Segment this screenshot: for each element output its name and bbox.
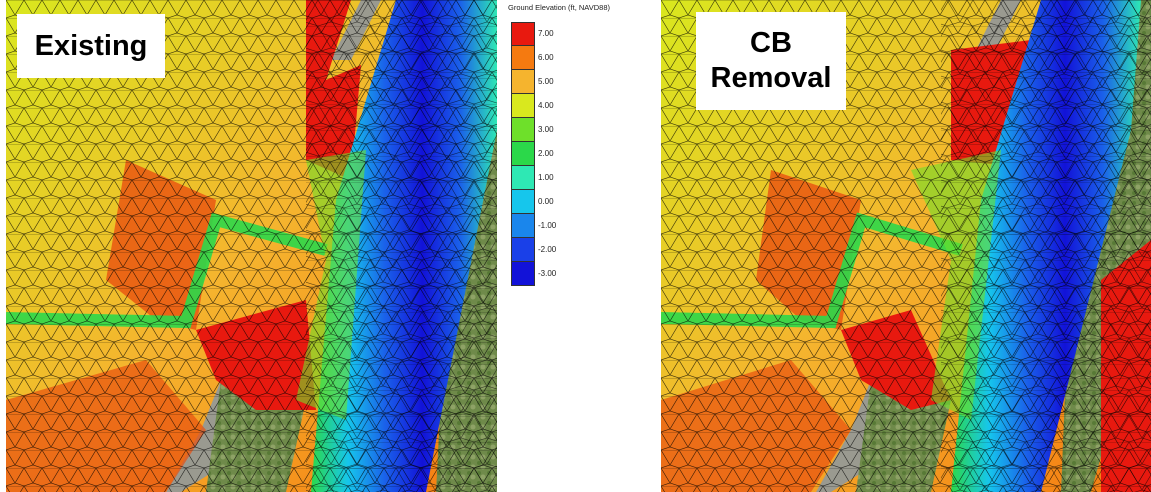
- legend-label: -2.00: [538, 245, 557, 254]
- mesh-grid-coarse: [306, 0, 497, 492]
- legend-swatch: [512, 94, 534, 118]
- legend-swatch: [512, 262, 534, 286]
- cb-removal-label-line1: CB: [750, 27, 792, 60]
- legend-swatch: [512, 22, 534, 46]
- existing-label: Existing: [17, 14, 165, 78]
- legend-label: 7.00: [538, 29, 554, 38]
- legend-label: 1.00: [538, 173, 554, 182]
- elevation-legend: Ground Elevation (ft, NAVD88) 7.00 6.00 5.…: [504, 0, 654, 300]
- legend-label: 4.00: [538, 101, 554, 110]
- legend-swatch: [512, 142, 534, 166]
- cb-removal-map-panel: CB Removal: [661, 0, 1151, 492]
- legend-label: -1.00: [538, 221, 557, 230]
- legend-labels: 7.00 6.00 5.00 4.00 3.00 2.00 1.00 0.00 -1.00 -2.…: [538, 22, 556, 286]
- legend-label: 2.00: [538, 149, 554, 158]
- cb-removal-elevation-map: [661, 0, 1151, 492]
- legend-swatch: [512, 70, 534, 94]
- legend-title: Ground Elevation (ft, NAVD88): [508, 3, 610, 12]
- legend-color-bar: [511, 22, 535, 286]
- cb-removal-label-line2: Removal: [710, 62, 832, 94]
- existing-elevation-map: [6, 0, 497, 492]
- cb-removal-label: CB Removal: [696, 12, 846, 110]
- legend-label: 6.00: [538, 53, 554, 62]
- existing-map-panel: Existing: [6, 0, 497, 492]
- legend-swatch: [512, 118, 534, 142]
- legend-label: 3.00: [538, 125, 554, 134]
- legend-swatch: [512, 46, 534, 70]
- legend-label: -3.00: [538, 269, 557, 278]
- legend-swatch: [512, 166, 534, 190]
- legend-swatch: [512, 190, 534, 214]
- legend-swatch: [512, 214, 534, 238]
- legend-swatch: [512, 238, 534, 262]
- mesh-grid-coarse: [941, 0, 1151, 492]
- legend-label: 5.00: [538, 77, 554, 86]
- legend-label: 0.00: [538, 197, 554, 206]
